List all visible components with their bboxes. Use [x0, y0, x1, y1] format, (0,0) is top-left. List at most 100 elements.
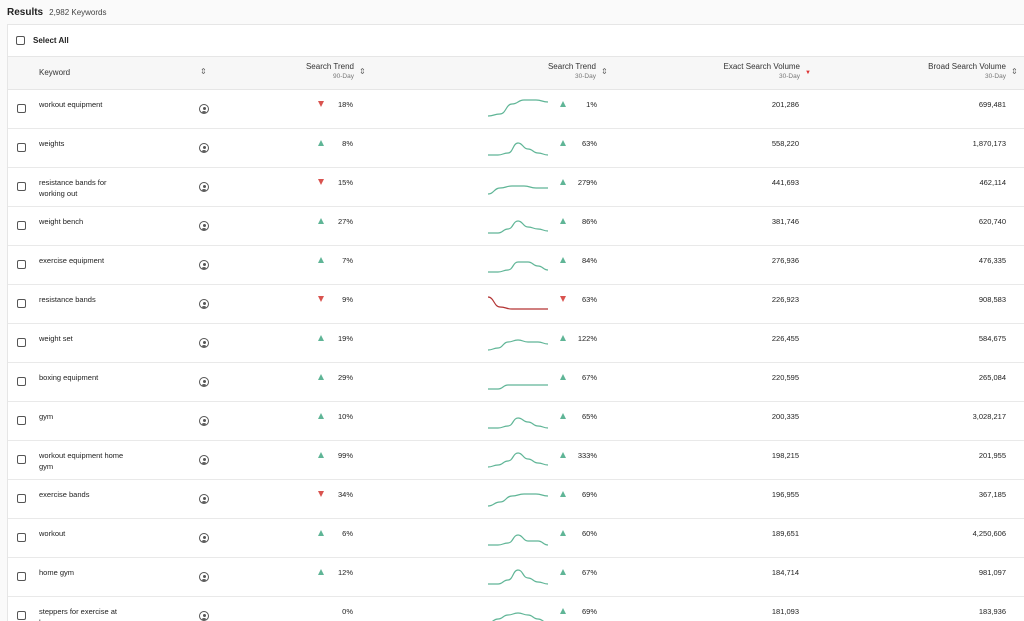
- trend90-value: 9%: [342, 295, 353, 304]
- table-row[interactable]: weight bench 27% 86% 381,746 620,740: [8, 207, 1024, 246]
- sort-icon[interactable]: ⇕: [359, 67, 366, 76]
- keyword-cell[interactable]: workout: [39, 529, 66, 538]
- sort-icon[interactable]: ⇕: [200, 67, 207, 76]
- trend-up-icon: [560, 101, 566, 107]
- table-row[interactable]: workout 6% 60% 189,651 4,250,606: [8, 519, 1024, 558]
- table-row[interactable]: resistance bands for working out 15% 279% 4…: [8, 168, 1024, 207]
- user-circle-icon[interactable]: [199, 221, 209, 231]
- user-circle-icon[interactable]: [199, 104, 209, 114]
- col-broad-volume[interactable]: Broad Search Volume: [928, 62, 1006, 71]
- keyword-cell[interactable]: workout equipment: [39, 100, 103, 109]
- trend90-value: 27%: [337, 217, 353, 226]
- trend-down-icon: [560, 296, 566, 302]
- table-row[interactable]: gym 10% 65% 200,335 3,028,217: [8, 402, 1024, 441]
- user-circle-icon[interactable]: [199, 299, 209, 309]
- exact-volume: 181,093: [771, 607, 799, 616]
- row-checkbox[interactable]: [17, 221, 26, 230]
- row-checkbox[interactable]: [17, 572, 26, 581]
- user-circle-icon[interactable]: [199, 533, 209, 543]
- keyword-cell[interactable]: gym: [39, 412, 54, 421]
- trend30-value: 65%: [581, 412, 597, 421]
- table-row[interactable]: home gym 12% 67% 184,714 981,097: [8, 558, 1024, 597]
- broad-volume: 584,675: [978, 334, 1006, 343]
- trend-up-icon: [560, 335, 566, 341]
- row-checkbox[interactable]: [17, 494, 26, 503]
- table-row[interactable]: exercise equipment 7% 84% 276,936 476,335: [8, 246, 1024, 285]
- trend-up-icon: [318, 530, 324, 536]
- col-trend90[interactable]: Search Trend: [305, 62, 354, 71]
- trend-up-icon: [560, 530, 566, 536]
- results-title: Results: [7, 6, 44, 18]
- table-row[interactable]: steppers for exercise at home 0% 69% 181,09…: [8, 597, 1024, 621]
- row-checkbox[interactable]: [17, 611, 26, 620]
- keyword-cell[interactable]: exercise bands: [39, 490, 90, 499]
- exact-volume: 226,455: [771, 334, 799, 343]
- col-keyword[interactable]: Keyword: [39, 68, 71, 77]
- table-body: workout equipment 18% 1% 201,286 699,481 weig…: [8, 90, 1024, 621]
- broad-volume: 620,740: [978, 217, 1006, 226]
- row-checkbox[interactable]: [17, 182, 26, 191]
- user-circle-icon[interactable]: [199, 416, 209, 426]
- trend-down-icon: [318, 101, 324, 107]
- table-row[interactable]: workout equipment home gym 99% 333% 198,215…: [8, 441, 1024, 480]
- keyword-cell[interactable]: steppers for exercise at home: [39, 607, 117, 621]
- trend30-value: 69%: [581, 490, 597, 499]
- select-all-checkbox[interactable]: [16, 36, 25, 45]
- table-row[interactable]: workout equipment 18% 1% 201,286 699,481: [8, 90, 1024, 129]
- keyword-cell[interactable]: weights: [39, 139, 65, 148]
- user-circle-icon[interactable]: [199, 338, 209, 348]
- keyword-cell[interactable]: resistance bands for working out: [39, 178, 107, 198]
- row-checkbox[interactable]: [17, 455, 26, 464]
- user-circle-icon[interactable]: [199, 377, 209, 387]
- row-checkbox[interactable]: [17, 299, 26, 308]
- table-row[interactable]: weight set 19% 122% 226,455 584,675: [8, 324, 1024, 363]
- broad-volume: 699,481: [978, 100, 1006, 109]
- keyword-cell[interactable]: weight set: [39, 334, 73, 343]
- user-circle-icon[interactable]: [199, 260, 209, 270]
- trend30-value: 63%: [581, 295, 597, 304]
- trend-up-icon: [318, 569, 324, 575]
- user-circle-icon[interactable]: [199, 143, 209, 153]
- trend-up-icon: [560, 218, 566, 224]
- exact-volume: 184,714: [771, 568, 799, 577]
- user-circle-icon[interactable]: [199, 572, 209, 582]
- user-circle-icon[interactable]: [199, 455, 209, 465]
- keyword-cell[interactable]: home gym: [39, 568, 75, 577]
- col-trend30[interactable]: Search Trend: [547, 62, 596, 71]
- sparkline-30day: [487, 296, 548, 310]
- broad-volume: 201,955: [978, 451, 1006, 460]
- trend-up-icon: [318, 257, 324, 263]
- trend-up-icon: [560, 452, 566, 458]
- broad-volume: 1,870,173: [972, 139, 1006, 148]
- table-row[interactable]: boxing equipment 29% 67% 220,595 265,084: [8, 363, 1024, 402]
- keyword-cell[interactable]: exercise equipment: [39, 256, 105, 265]
- sort-icon[interactable]: ⇕: [1011, 67, 1018, 76]
- trend30-value: 86%: [581, 217, 597, 226]
- keyword-cell[interactable]: workout equipment home gym: [39, 451, 124, 471]
- user-circle-icon[interactable]: [199, 182, 209, 192]
- row-checkbox[interactable]: [17, 338, 26, 347]
- sparkline-30day: [487, 417, 549, 429]
- row-checkbox[interactable]: [17, 377, 26, 386]
- sparkline-30day: [487, 493, 549, 507]
- table-row[interactable]: weights 8% 63% 558,220 1,870,173: [8, 129, 1024, 168]
- sort-desc-icon[interactable]: ▼: [805, 70, 811, 76]
- row-checkbox[interactable]: [17, 260, 26, 269]
- sparkline-30day: [487, 384, 548, 390]
- table-row[interactable]: exercise bands 34% 69% 196,955 367,185: [8, 480, 1024, 519]
- keyword-cell[interactable]: boxing equipment: [39, 373, 99, 382]
- table-row[interactable]: resistance bands 9% 63% 226,923 908,583: [8, 285, 1024, 324]
- trend90-value: 7%: [342, 256, 353, 265]
- keyword-cell[interactable]: resistance bands: [39, 295, 96, 304]
- keyword-cell[interactable]: weight bench: [39, 217, 84, 226]
- row-checkbox[interactable]: [17, 143, 26, 152]
- results-table: Select All Keyword ⇕ Search Trend 90-Day…: [7, 24, 1024, 621]
- col-exact-volume[interactable]: Exact Search Volume: [723, 62, 800, 71]
- row-checkbox[interactable]: [17, 533, 26, 542]
- trend30-value: 67%: [581, 568, 597, 577]
- row-checkbox[interactable]: [17, 104, 26, 113]
- sort-icon[interactable]: ⇕: [601, 67, 608, 76]
- sparkline-30day: [487, 185, 548, 195]
- row-checkbox[interactable]: [17, 416, 26, 425]
- user-circle-icon[interactable]: [199, 494, 209, 504]
